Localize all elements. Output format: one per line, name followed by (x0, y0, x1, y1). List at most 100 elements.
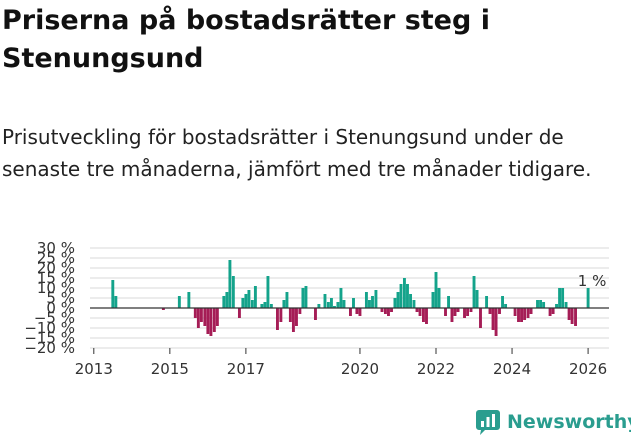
bar-positive (485, 296, 489, 308)
bar-positive (402, 278, 406, 308)
bars (111, 260, 590, 336)
bar-negative (206, 308, 210, 334)
bar-positive (285, 292, 289, 308)
bar-negative (355, 308, 359, 314)
bar-positive (447, 296, 450, 308)
x-tick-label: 2015 (151, 360, 189, 378)
y-tick-label: 20 % (37, 259, 75, 277)
bar-negative (479, 308, 482, 328)
bar-positive (561, 288, 565, 308)
bar-positive (263, 302, 267, 308)
bar-positive (431, 292, 435, 308)
bar-positive (329, 298, 333, 308)
last-value-label: 1 % (578, 272, 607, 290)
bar-positive (228, 260, 232, 308)
bar-negative (526, 308, 530, 318)
chart-title: Priserna på bostadsrätter steg i Stenung… (2, 5, 490, 74)
bar-positive (333, 306, 336, 308)
bar-positive (396, 292, 400, 308)
bar-positive (393, 298, 397, 308)
bar-positive (564, 302, 568, 308)
bar-positive (326, 302, 330, 308)
bar-negative (387, 308, 390, 316)
bar-positive (374, 290, 378, 308)
bar-positive (501, 296, 504, 308)
bar-negative (193, 308, 197, 318)
bar-positive (409, 294, 412, 308)
bar-negative (488, 308, 492, 314)
grid-lines (90, 247, 609, 349)
bar-positive (231, 276, 235, 308)
bar-negative (422, 308, 425, 322)
bar-positive (555, 304, 558, 308)
bar-negative (570, 308, 574, 324)
x-tick-label: 2022 (417, 360, 455, 378)
bar-negative (212, 308, 216, 332)
brand-name: Newsworthy (507, 411, 631, 433)
bar-negative (463, 308, 466, 318)
bar-positive (301, 288, 305, 308)
bar-negative (380, 308, 384, 312)
bar-negative (390, 308, 393, 312)
bar-negative (415, 308, 419, 312)
y-tick-label: −15 % (24, 329, 75, 347)
bar-positive (412, 300, 416, 308)
bar-positive (114, 296, 118, 308)
bar-positive (399, 284, 403, 308)
bar-positive (539, 300, 543, 308)
bar-negative (383, 308, 387, 314)
bar-positive (336, 302, 340, 308)
bar-negative (237, 308, 241, 318)
bar-negative (491, 308, 495, 330)
bar-positive (222, 296, 226, 308)
y-tick-label: 15 % (37, 269, 75, 287)
bar-negative (358, 308, 362, 316)
bar-negative (456, 308, 460, 312)
bar-positive (266, 276, 270, 308)
bar-negative (288, 308, 292, 322)
bar-negative (199, 308, 203, 322)
x-tick-label: 2026 (569, 360, 607, 378)
bar-positive (472, 276, 476, 308)
bar-positive (504, 304, 508, 308)
bar-negative (279, 308, 283, 322)
bar-positive (368, 300, 371, 308)
y-tick-label: −5 % (34, 309, 75, 327)
bar-negative (574, 308, 577, 326)
y-tick-label: 5 % (46, 289, 75, 307)
x-tick-label: 2020 (341, 360, 379, 378)
bar-negative (517, 308, 520, 322)
bar-positive (187, 292, 191, 308)
bar-negative (529, 308, 533, 314)
bar-positive (253, 286, 257, 308)
bar-positive (247, 290, 251, 308)
bar-positive (339, 288, 343, 308)
bar-positive (260, 304, 264, 308)
bar-negative (203, 308, 207, 326)
bar-negative (291, 308, 295, 332)
bar-negative (349, 308, 352, 316)
bar-negative (551, 308, 555, 314)
bar-positive (352, 298, 355, 308)
x-tick-label: 2013 (75, 360, 113, 378)
x-tick-label: 2017 (227, 360, 265, 378)
bar-negative (469, 308, 473, 312)
bar-negative (520, 308, 523, 322)
bar-negative (295, 308, 298, 326)
bar-negative (298, 308, 302, 314)
bar-positive (342, 300, 346, 308)
bar-positive (475, 290, 479, 308)
bar-positive (269, 304, 273, 308)
y-axis-labels: 30 %25 %20 %15 %10 %5 %0 %−5 %−10 %−15 %… (24, 239, 75, 357)
bar-positive (437, 288, 441, 308)
y-tick-label: 10 % (37, 279, 75, 297)
bar-positive (317, 304, 321, 308)
y-tick-label: 0 % (46, 299, 75, 317)
bar-negative (209, 308, 213, 336)
newsworthy-icon (476, 410, 500, 435)
y-tick-label: −10 % (24, 319, 75, 337)
bar-negative (567, 308, 571, 320)
bar-negative (196, 308, 200, 328)
bar-negative (161, 308, 165, 310)
bar-positive (304, 286, 308, 308)
